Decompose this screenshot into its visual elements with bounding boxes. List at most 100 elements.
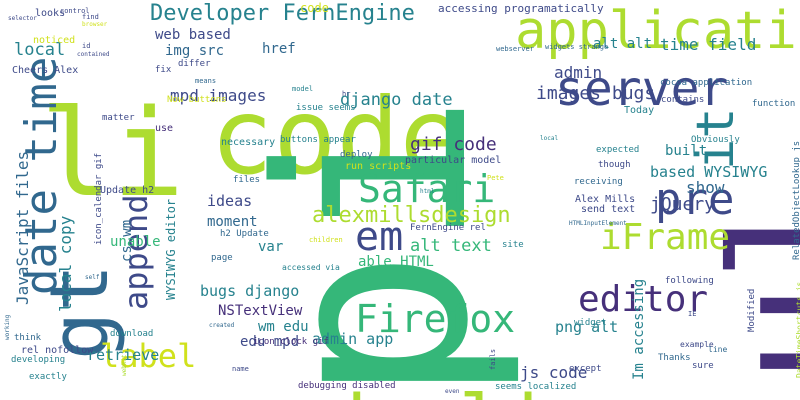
- word-exactly: exactly: [29, 372, 67, 382]
- word-selector: selector: [8, 15, 37, 22]
- word-h2-update: h2 Update: [220, 229, 269, 239]
- word-relatedobjectlookup-js: RelatedObjectLookup js: [792, 140, 800, 260]
- word-local: local: [540, 135, 559, 142]
- word-fails: fails: [489, 348, 497, 370]
- word-issue-seems: issue seems: [296, 103, 356, 113]
- word-developer-fernengine: Developer FernEngine: [150, 1, 415, 26]
- word-safari: Safari: [358, 167, 496, 211]
- word-fernengine-rel: FernEngine rel: [410, 223, 486, 233]
- word-widget: widget: [574, 318, 607, 328]
- word-based-wysiwyg: based WYSIWYG: [650, 163, 768, 181]
- word-contained: contained: [77, 51, 110, 58]
- word-particular-model: particular model: [405, 155, 502, 166]
- word-htmlinputelement: HTMLInputElement: [569, 220, 627, 227]
- word-html: html: [420, 188, 435, 195]
- word-gif-code: gif code: [410, 134, 497, 155]
- word-p: p: [140, 385, 345, 400]
- word-files: files: [233, 175, 261, 185]
- word-children: children: [309, 236, 343, 244]
- word-datetimeshortcuts-js: DateTimeShortcuts js: [795, 281, 800, 378]
- word-retrieve: retrieve: [87, 346, 160, 364]
- word-editor: editor: [578, 279, 709, 320]
- word-alt-alt: alt alt: [593, 36, 653, 52]
- word-mpd-images: mpd images: [170, 86, 267, 105]
- word-wysiwyg-editor: WYSIWYG editor: [164, 198, 178, 300]
- word-accessing-programatically: accessing programatically: [438, 2, 604, 15]
- word-img-src: img src: [165, 43, 225, 59]
- word-admin-app: admin app: [312, 330, 394, 348]
- word-webkit: webkit: [121, 354, 128, 376]
- word-var: var: [258, 239, 284, 255]
- word-js-code: js code: [520, 363, 588, 382]
- word-hr: hr: [342, 90, 351, 98]
- word-looks: looks: [35, 8, 66, 19]
- word-rel-nofollow: rel nofollow: [21, 345, 94, 356]
- word-following: following: [665, 276, 714, 286]
- word-pete: Pete: [487, 174, 504, 182]
- word-jquery: jQuery: [650, 194, 716, 215]
- word-application: application: [515, 1, 800, 61]
- word-means: means: [195, 77, 217, 85]
- word-function: function: [752, 99, 796, 109]
- word-ideas: ideas: [207, 192, 253, 210]
- word-wm-edu: wm edu: [258, 319, 309, 335]
- word-expected: expected: [596, 145, 640, 155]
- word-firefox: Firefox: [355, 297, 516, 341]
- word-edu-mpd: edu mpd: [240, 334, 300, 350]
- word-browser: browser: [82, 21, 108, 28]
- word-id: id: [82, 42, 91, 50]
- word-nstextview: NSTextView: [218, 303, 303, 319]
- word-download: download: [110, 329, 154, 339]
- word-obviously: Obviously: [691, 135, 740, 145]
- word-li: li: [40, 85, 185, 224]
- word-png-alt: png alt: [555, 318, 619, 336]
- word-name: name: [232, 365, 249, 373]
- word-even: even: [445, 388, 460, 395]
- word-except: except: [569, 364, 602, 374]
- word-deploy: deploy: [340, 150, 373, 160]
- word-local-copy: local copy: [56, 215, 75, 312]
- word-noticed: noticed: [33, 35, 76, 46]
- word-ie: IE: [688, 310, 697, 318]
- word-contains: contains: [661, 95, 705, 105]
- word-today: Today: [624, 105, 655, 116]
- word-sure: sure: [692, 361, 714, 371]
- word-local: local: [14, 40, 66, 60]
- word-created: created: [209, 322, 235, 329]
- word-code: code: [300, 1, 329, 15]
- word-now-buttons: Now buttons: [167, 95, 227, 105]
- word-built: built: [665, 143, 708, 159]
- word-run-scripts: run scripts: [345, 161, 412, 172]
- word-em: em: [355, 214, 404, 260]
- word-iframe: iFrame: [600, 217, 731, 258]
- word-icon-clock-gif: icon_clock gif: [253, 337, 329, 347]
- word-buttons-appear: buttons appear: [280, 135, 356, 145]
- word-think: think: [14, 333, 42, 343]
- word-necessary: necessary: [221, 137, 276, 148]
- word-label: label: [100, 337, 197, 375]
- word-site: site: [502, 240, 524, 250]
- word-though: though: [598, 160, 631, 170]
- word-differ: differ: [178, 59, 211, 69]
- word-debugging-disabled: debugging disabled: [298, 381, 396, 391]
- word-webserver: webserver: [496, 45, 534, 53]
- word-server: server: [555, 61, 729, 117]
- word-developing: developing: [11, 355, 66, 365]
- word-javascript-files: JavaScript files: [13, 150, 32, 305]
- word-alexmillsdesign: alexmillsdesign: [312, 203, 511, 228]
- word-show: show: [686, 178, 725, 197]
- word-pre: pre: [655, 174, 735, 225]
- word-fix: fix: [155, 65, 172, 75]
- word-cheers-alex: Cheers Alex: [12, 65, 79, 76]
- word-update-h2: Update h2: [100, 185, 155, 196]
- word-images-bugs: images bugs: [536, 83, 656, 104]
- word-accessed-via: accessed via: [282, 263, 340, 272]
- word-seems-localized: seems localized: [495, 382, 577, 392]
- word-thanks: Thanks: [658, 353, 691, 363]
- word-matter: matter: [102, 113, 135, 123]
- word-widgets-strange: widgets strange: [545, 43, 609, 51]
- word-alex-mills: Alex Mills: [575, 194, 636, 205]
- word-im-accessing: Im accessing: [631, 278, 647, 380]
- word-able-html: able HTML: [358, 254, 434, 270]
